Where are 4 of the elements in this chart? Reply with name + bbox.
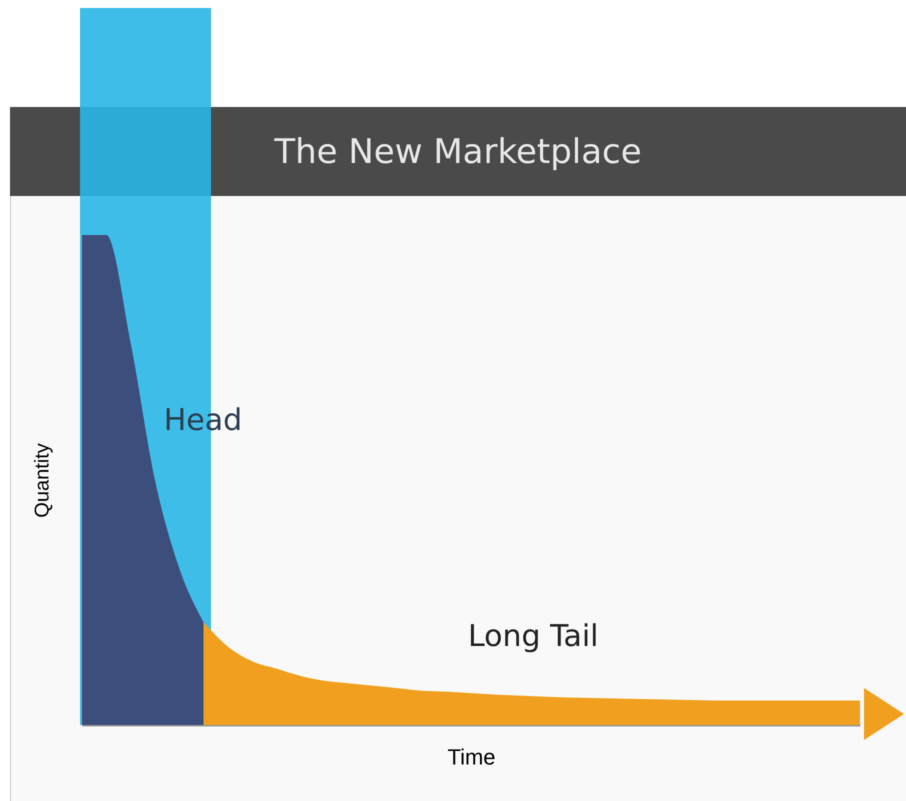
x-axis-title: Time [447,744,496,770]
chart-title: The New Marketplace [274,132,642,172]
y-axis-title: Quantity [32,443,54,518]
annotation: Long Tail [468,618,599,654]
